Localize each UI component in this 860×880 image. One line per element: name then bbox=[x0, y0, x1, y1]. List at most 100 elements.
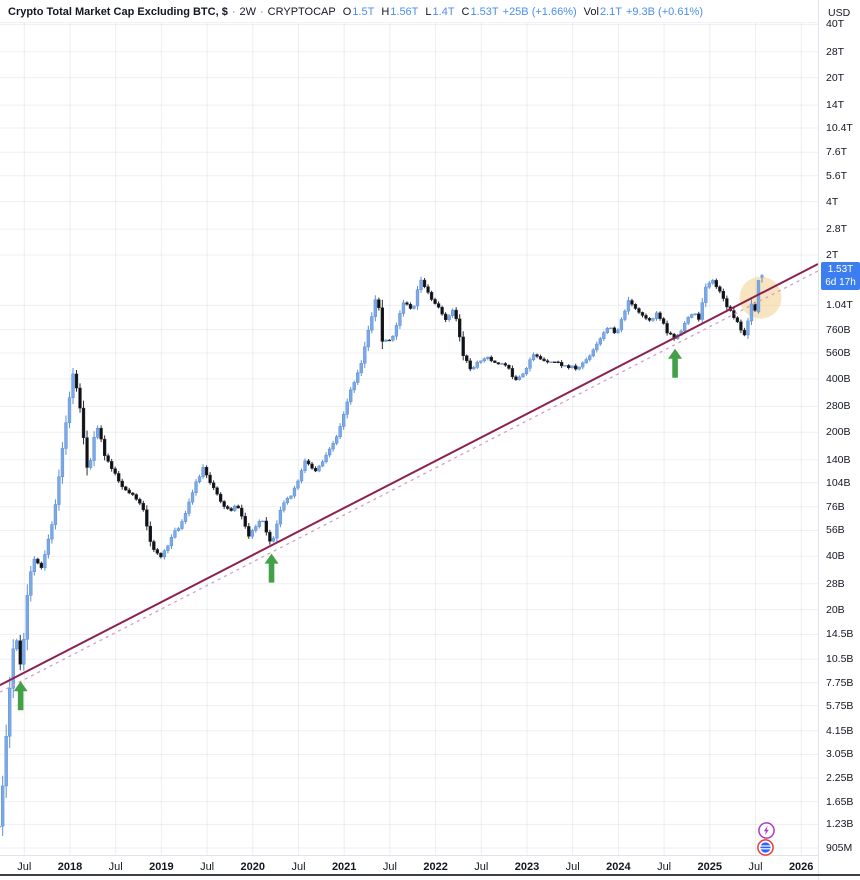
candle-up bbox=[0, 825, 1, 828]
candle-down bbox=[535, 354, 539, 357]
candle-down bbox=[668, 332, 673, 335]
candle-up bbox=[521, 373, 525, 378]
candle-down bbox=[545, 360, 550, 363]
candle-up bbox=[285, 498, 290, 504]
candle-up bbox=[683, 323, 687, 332]
candle-down bbox=[215, 487, 219, 495]
candle-down bbox=[218, 493, 223, 502]
candle-down bbox=[697, 313, 701, 320]
candle-up bbox=[278, 509, 283, 525]
exchange-label[interactable]: CRYPTOCAP bbox=[267, 6, 336, 18]
globe-stripe bbox=[760, 848, 771, 850]
time-tick-label: Jul bbox=[382, 861, 397, 873]
candle-down bbox=[567, 365, 571, 369]
flash-button[interactable] bbox=[757, 821, 776, 840]
time-tick-label: 2022 bbox=[423, 861, 448, 873]
candle-up bbox=[384, 339, 388, 342]
candle-up bbox=[254, 526, 258, 531]
candle-up bbox=[359, 363, 363, 374]
candle-up bbox=[11, 648, 15, 689]
price-scale[interactable]: USD 40T 28T 20T 14T 10.4T 7.6T 5.6T 4T 2.8T 2T 1.0… bbox=[818, 0, 860, 880]
candle-up bbox=[482, 358, 486, 362]
symbol-title[interactable]: Crypto Total Market Cap Excluding BTC, $ bbox=[8, 6, 228, 18]
candle-down bbox=[440, 307, 444, 315]
candle-up bbox=[25, 595, 29, 640]
candle-up bbox=[412, 305, 416, 309]
candle-up bbox=[472, 367, 476, 370]
high-label: H bbox=[381, 6, 390, 18]
candle-up bbox=[67, 397, 72, 423]
header-divider bbox=[0, 22, 818, 23]
candle-up bbox=[271, 537, 276, 542]
globe-button[interactable] bbox=[756, 838, 775, 857]
candle-up bbox=[257, 521, 261, 527]
candle-up bbox=[1, 785, 5, 827]
candle-up bbox=[327, 448, 332, 456]
candle-up bbox=[320, 461, 325, 467]
support-trendline-solid[interactable] bbox=[0, 263, 818, 687]
candle-down bbox=[127, 489, 131, 494]
close-label: C bbox=[461, 6, 470, 18]
candle-up bbox=[194, 481, 198, 493]
candle-down bbox=[81, 407, 86, 438]
candle-up bbox=[173, 530, 177, 538]
candle-down bbox=[18, 640, 22, 665]
candle-up bbox=[356, 372, 360, 383]
candle-down bbox=[310, 463, 314, 469]
candle-up bbox=[64, 422, 68, 449]
candle-up bbox=[95, 427, 100, 438]
candle-down bbox=[131, 492, 135, 495]
candle-up bbox=[15, 640, 19, 650]
time-scale[interactable]: Jul 2018 Jul 2019 Jul 2020 Jul 2021 Jul 2022 Jul 20… bbox=[0, 855, 818, 880]
candle-down bbox=[152, 541, 156, 550]
candle-up bbox=[616, 329, 620, 334]
price-badge[interactable]: 1.53T 6d 17h bbox=[821, 261, 860, 290]
price-tick-label: 5.75B bbox=[826, 699, 854, 712]
candle-up bbox=[595, 343, 599, 351]
time-tick-label: Jul bbox=[565, 861, 580, 873]
candle-up bbox=[292, 487, 297, 497]
candle-down bbox=[644, 315, 648, 319]
candle-up bbox=[479, 360, 483, 363]
candle-up bbox=[282, 502, 286, 511]
globe-stripe bbox=[760, 845, 771, 847]
candle-down bbox=[36, 558, 40, 564]
candle-down bbox=[240, 507, 244, 517]
candle-up bbox=[447, 315, 451, 320]
candle-down bbox=[380, 307, 384, 342]
candle-up bbox=[707, 282, 711, 288]
candle-down bbox=[721, 291, 725, 299]
time-tick-label: 2021 bbox=[331, 861, 357, 873]
separator: · bbox=[231, 6, 236, 18]
candle-up bbox=[233, 505, 237, 511]
candle-up bbox=[654, 312, 659, 319]
buy-signal-arrow[interactable] bbox=[264, 553, 279, 583]
price-tick-label: 760B bbox=[826, 323, 851, 336]
candle-up bbox=[749, 303, 754, 322]
candle-up bbox=[299, 470, 304, 482]
price-tick-label: 400B bbox=[826, 372, 851, 385]
candle-up bbox=[577, 366, 581, 370]
buy-signal-arrow[interactable] bbox=[668, 348, 683, 378]
time-tick-label: 2023 bbox=[514, 861, 540, 873]
candle-down bbox=[574, 365, 578, 370]
timeframe-label[interactable]: 2W bbox=[239, 6, 257, 18]
candle-down bbox=[145, 509, 149, 527]
time-tick-label: 2020 bbox=[240, 861, 266, 873]
candle-up bbox=[169, 536, 174, 547]
candle-down bbox=[742, 329, 747, 336]
time-tick-label: Jul bbox=[17, 861, 32, 873]
candle-down bbox=[552, 361, 557, 363]
candle-down bbox=[458, 318, 462, 338]
candle-up bbox=[693, 313, 697, 315]
volume-label: Vol bbox=[583, 6, 599, 18]
separator: · bbox=[260, 6, 264, 18]
buy-signal-arrow[interactable] bbox=[13, 681, 28, 711]
candle-down bbox=[612, 327, 617, 334]
candle-up bbox=[324, 454, 328, 463]
candle-up bbox=[289, 495, 293, 499]
price-tick-label: 10.4T bbox=[826, 122, 853, 135]
candle-up bbox=[50, 524, 54, 540]
